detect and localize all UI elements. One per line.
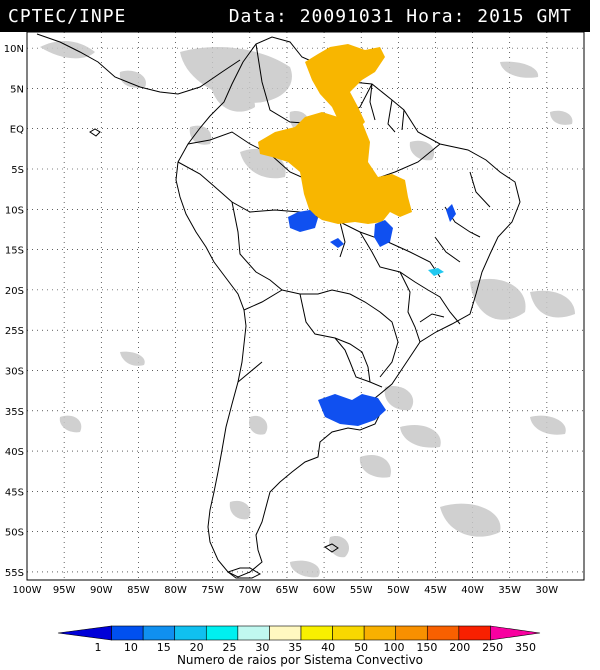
- legend-swatch: [57, 625, 112, 641]
- lon-tick-label: 80W: [164, 585, 187, 596]
- legend-swatch: [395, 625, 428, 641]
- legend-swatch: [111, 625, 144, 641]
- legend-swatch: [363, 625, 397, 641]
- cluster-blue-south: [318, 394, 386, 426]
- legend-value-label: 40: [321, 641, 335, 654]
- legend-title: Numero de raios por Sistema Convectivo: [177, 653, 423, 667]
- lon-tick-label: 30W: [536, 585, 559, 596]
- border-line: [419, 313, 445, 323]
- cluster-blue-west: [288, 210, 318, 232]
- border-line: [243, 289, 283, 311]
- legend-swatch: [490, 625, 541, 641]
- legend-value-label: 35: [288, 641, 302, 654]
- legend-swatch: [458, 625, 491, 641]
- border-line: [299, 293, 371, 383]
- lat-tick-label: 50S: [5, 528, 24, 539]
- legend-swatch: [142, 625, 176, 641]
- lon-tick-label: 75W: [201, 585, 224, 596]
- lat-tick-label: 30S: [5, 366, 24, 377]
- datetime-label: Data: 20091031 Hora: 2015 GMT: [229, 6, 572, 27]
- legend-swatch: [332, 625, 365, 641]
- lat-tick-label: 25S: [5, 326, 24, 337]
- border-line: [281, 289, 399, 378]
- cluster-cyan: [428, 268, 444, 276]
- border-line: [434, 236, 461, 263]
- lon-tick-label: 45W: [424, 585, 447, 596]
- lon-tick-label: 55W: [350, 585, 373, 596]
- border-line: [387, 99, 396, 133]
- time-label: Hora:: [406, 6, 466, 27]
- falkland-islands-outline: [323, 543, 339, 553]
- legend-value-label: 15: [157, 641, 171, 654]
- legend-value-label: 20: [190, 641, 204, 654]
- cluster-orange-amazon: [258, 110, 412, 224]
- lat-tick-label: 45S: [5, 487, 24, 498]
- legend-swatch: [237, 625, 270, 641]
- central-america-outline: [36, 33, 241, 95]
- border-line: [469, 171, 491, 208]
- lat-tick-label: 5N: [10, 84, 24, 95]
- lon-tick-label: 90W: [90, 585, 113, 596]
- border-line: [399, 271, 421, 343]
- cluster-blue-small: [330, 238, 344, 248]
- lon-tick-label: 40W: [461, 585, 484, 596]
- south-america-outline: [175, 36, 521, 578]
- axis-labels: 10N 5N EQ 5S 10S 15S 20S 25S 30S 35S 40S 45S 50S 55S 1…: [4, 44, 558, 596]
- cluster-orange-north: [305, 44, 385, 132]
- legend-value-label: 150: [416, 641, 437, 654]
- legend-value-label: 350: [515, 641, 536, 654]
- legend-value-label: 10: [124, 641, 138, 654]
- lat-tick-label: 55S: [5, 568, 24, 579]
- legend-bar: [57, 625, 541, 641]
- border-line: [359, 231, 461, 325]
- legend-value-label: 30: [255, 641, 269, 654]
- lat-tick-label: 35S: [5, 407, 24, 418]
- lightning-map: 10N 5N EQ 5S 10S 15S 20S 25S 30S 35S 40S 45S 50S 55S 1…: [4, 32, 585, 596]
- border-line: [369, 83, 376, 121]
- lat-tick-label: 5S: [11, 165, 24, 176]
- border-line: [401, 109, 405, 131]
- lon-tick-label: 60W: [313, 585, 336, 596]
- legend-value-label: 25: [223, 641, 237, 654]
- legend-swatch: [300, 625, 333, 641]
- lat-tick-label: EQ: [10, 125, 24, 136]
- agency-label: CPTEC/INPE: [8, 6, 127, 27]
- time-value: 2015 GMT: [477, 6, 572, 27]
- lon-tick-label: 65W: [276, 585, 299, 596]
- lat-tick-label: 10S: [5, 205, 24, 216]
- lon-tick-label: 70W: [238, 585, 261, 596]
- convective-clusters: [258, 44, 456, 426]
- galapagos-islands-outline: [89, 128, 101, 137]
- legend-swatch: [426, 625, 460, 641]
- tierra-del-fuego-outline: [226, 567, 262, 579]
- legend-value-label: 50: [354, 641, 368, 654]
- lon-tick-label: 85W: [127, 585, 150, 596]
- cluster-blue-east: [446, 204, 456, 222]
- legend-value-label: 1: [95, 641, 102, 654]
- legend-value-label: 100: [383, 641, 404, 654]
- lon-tick-label: 35W: [498, 585, 521, 596]
- legend-labels: 1 10 15 20 25 30 35 40 50 100 150 200 250 350: [95, 641, 536, 654]
- legend-swatch: [205, 625, 239, 641]
- date-value: 20091031: [299, 6, 395, 27]
- lon-tick-label: 95W: [53, 585, 76, 596]
- lat-tick-label: 20S: [5, 286, 24, 297]
- lon-tick-label: 50W: [387, 585, 410, 596]
- date-label: Data:: [228, 6, 288, 27]
- lon-tick-label: 100W: [13, 585, 42, 596]
- color-legend: 1 10 15 20 25 30 35 40 50 100 150 200 250 350 Numero …: [57, 625, 541, 667]
- border-line: [231, 201, 283, 291]
- map-header: CPTEC/INPE Data: 20091031 Hora: 2015 GMT: [0, 0, 590, 32]
- lat-tick-label: 15S: [5, 246, 24, 257]
- legend-value-label: 250: [482, 641, 503, 654]
- lat-tick-label: 10N: [4, 44, 24, 55]
- lat-tick-label: 40S: [5, 447, 24, 458]
- border-line: [334, 337, 383, 388]
- border-line: [237, 361, 263, 383]
- border-line: [339, 221, 346, 258]
- legend-value-label: 200: [449, 641, 470, 654]
- legend-swatch: [174, 625, 207, 641]
- legend-swatch: [269, 625, 302, 641]
- cluster-blue-central: [374, 220, 393, 247]
